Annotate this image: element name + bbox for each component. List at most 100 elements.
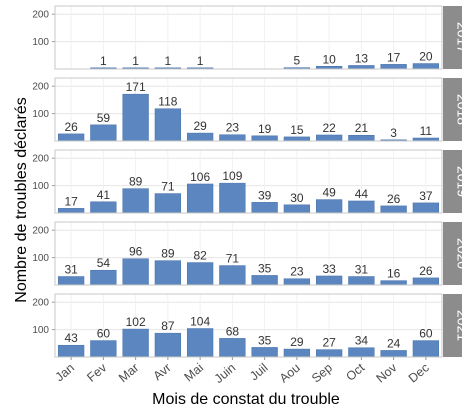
facet-strip (443, 6, 462, 69)
bar-value-label: 82 (193, 249, 207, 263)
y-tick-label: 100 (32, 181, 49, 192)
bar-value-label: 27 (322, 336, 336, 350)
bar-value-label: 171 (126, 80, 146, 94)
bar-2021-Fev (90, 340, 117, 358)
x-tick-label: Fev (84, 360, 110, 385)
bar-2020-Avr (154, 260, 182, 286)
x-axis-title: Mois de constat du trouble (152, 391, 340, 408)
bar-2018-Mai (186, 132, 214, 142)
bar-value-label: 68 (226, 324, 240, 338)
bar-value-label: 109 (222, 169, 242, 183)
bar-2019-Aou (283, 204, 311, 214)
bar-value-label: 1 (197, 54, 204, 68)
bar-value-label: 104 (190, 315, 210, 329)
bar-value-label: 16 (387, 267, 401, 281)
y-tick-label: 100 (32, 253, 49, 264)
bar-value-label: 23 (290, 265, 304, 279)
bar-value-label: 22 (322, 121, 336, 135)
x-tick-label: Nov (374, 360, 401, 385)
bar-value-label: 31 (355, 263, 369, 277)
bar-value-label: 15 (290, 123, 304, 137)
bar-2019-Jan (57, 208, 85, 214)
bar-2021-Juil (251, 347, 278, 358)
panel-background (55, 6, 442, 69)
bar-value-label: 1 (100, 54, 107, 68)
y-tick-label: 200 (32, 298, 49, 309)
bar-2019-Nov (380, 205, 407, 214)
bar-2021-Sep (315, 349, 343, 358)
bar-value-label: 37 (419, 189, 433, 203)
bar-value-label: 39 (258, 188, 272, 202)
x-tick-label: Oct (343, 360, 367, 384)
facet-strip-label: 2019 (455, 166, 471, 197)
bar-2021-Oct (348, 347, 375, 358)
bar-2018-Oct (348, 134, 375, 142)
bar-2020-Mar (122, 258, 149, 286)
bar-value-label: 35 (258, 261, 272, 275)
bar-2021-Mai (186, 328, 214, 358)
x-tick-label: Mai (182, 361, 206, 385)
bar-value-label: 89 (129, 175, 143, 189)
bar-2018-Jan (57, 133, 85, 142)
bar-2017-Nov (380, 64, 407, 70)
x-tick-label: Juil (247, 361, 270, 384)
bar-2020-Juil (251, 275, 278, 286)
bar-value-label: 33 (322, 262, 336, 276)
bar-2020-Jan (57, 276, 85, 286)
panel-border (54, 5, 443, 70)
bar-value-label: 102 (126, 315, 146, 329)
bar-2018-Juin (219, 134, 246, 142)
panel-background (55, 150, 442, 213)
bar-2021-Juin (219, 338, 246, 358)
y-tick-label: 200 (32, 154, 49, 165)
bar-value-label: 87 (161, 319, 175, 333)
bar-value-label: 35 (258, 333, 272, 347)
bar-2018-Sep (315, 134, 343, 142)
x-tick-label: Sep (309, 361, 335, 386)
bar-2019-Sep (315, 199, 343, 214)
bar-value-label: 1 (165, 54, 172, 68)
bar-value-label: 11 (420, 124, 433, 138)
bar-value-label: 21 (355, 121, 369, 135)
bar-2019-Juil (251, 202, 278, 214)
y-tick-label: 200 (32, 10, 49, 21)
y-tick-label: 100 (32, 37, 49, 48)
x-tick-label: Jan (53, 361, 77, 385)
bar-value-label: 43 (64, 331, 78, 345)
bar-2019-Avr (154, 193, 182, 214)
bar-value-label: 71 (226, 252, 240, 266)
x-tick-label: Juin (212, 361, 239, 386)
bar-2018-Aou (283, 136, 311, 142)
panel-border (54, 293, 443, 358)
bar-value-label: 60 (419, 327, 433, 341)
bar-2021-Mar (122, 328, 149, 358)
x-tick-label: Dec (406, 361, 432, 386)
facet-strip-label: 2020 (455, 238, 471, 269)
panel-background (55, 222, 442, 285)
bar-2020-Sep (315, 275, 343, 286)
bar-2020-Oct (348, 276, 375, 286)
bar-2018-Avr (154, 108, 182, 142)
bar-2018-Mar (122, 93, 149, 142)
bar-2020-Mai (186, 262, 214, 286)
bar-value-label: 49 (322, 186, 336, 200)
y-tick-label: 100 (32, 109, 49, 120)
facet-strip-label: 2017 (455, 22, 471, 53)
bar-value-label: 54 (97, 256, 111, 270)
bar-value-label: 44 (355, 187, 369, 201)
bar-2020-Dec (412, 277, 440, 286)
bar-value-label: 31 (64, 263, 78, 277)
bar-value-label: 1 (132, 54, 139, 68)
bar-2017-Oct (348, 65, 375, 70)
panel-border (54, 221, 443, 286)
facet-strip-label: 2018 (455, 94, 471, 125)
bar-value-label: 5 (294, 54, 301, 68)
bar-value-label: 17 (64, 194, 78, 208)
bar-value-label: 89 (161, 247, 175, 261)
bar-2018-Juil (251, 135, 278, 142)
bar-value-label: 26 (419, 264, 433, 278)
bar-value-label: 24 (387, 336, 401, 350)
bar-2020-Juin (219, 265, 246, 286)
